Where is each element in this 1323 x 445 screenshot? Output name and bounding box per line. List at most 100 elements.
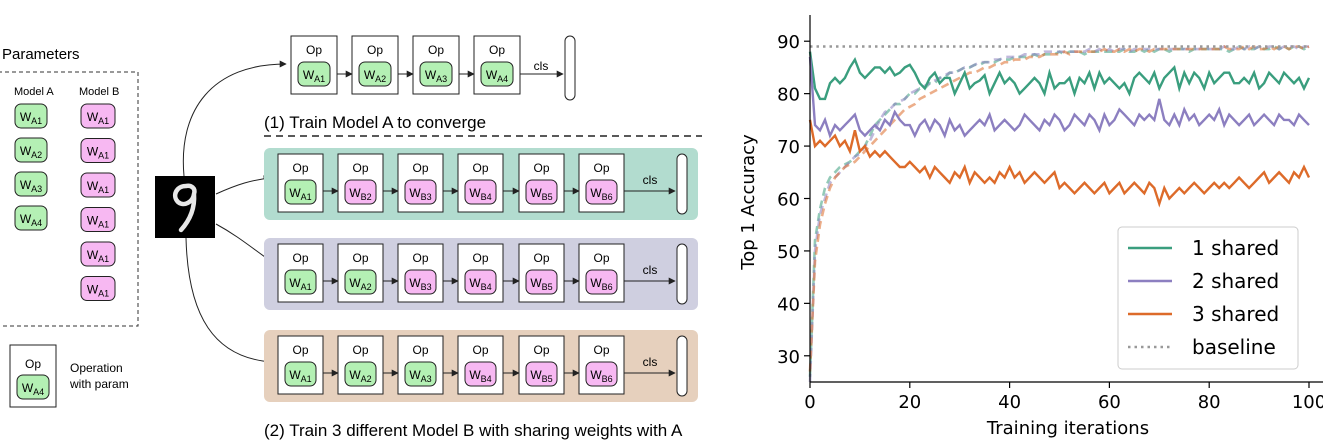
op-label: Op <box>412 161 428 175</box>
op-block: Op WB3 <box>397 243 444 303</box>
op-label: Op <box>593 251 609 265</box>
param-pill-label: WA3 <box>409 368 431 384</box>
op-block: Op WA1 <box>277 243 324 303</box>
op-label: Op <box>352 343 368 357</box>
param-pill <box>464 361 497 387</box>
param-pill-a-label: WA2 <box>20 144 42 160</box>
connector-row-1 <box>215 175 271 195</box>
param-pill-label: WA2 <box>349 368 371 384</box>
step1-caption: (1) Train Model A to converge <box>264 113 486 132</box>
x-axis-label: Training iterations <box>986 418 1149 439</box>
param-pill <box>525 179 558 205</box>
op-block: Op WB4 <box>457 153 504 213</box>
y-tick-label: 50 <box>777 242 800 263</box>
x-tick-label: 40 <box>998 392 1021 413</box>
param-pill <box>358 61 392 87</box>
op-block: Op WA3 <box>412 35 460 95</box>
op-block: Op WB4 <box>457 335 504 395</box>
connector-model-a <box>182 60 287 177</box>
param-pill-b-label: WA1 <box>87 145 109 161</box>
op-label: Op <box>593 343 609 357</box>
param-pill <box>419 61 453 87</box>
op-block: Op WB6 <box>578 335 625 395</box>
parameters-panel: Parameters Model A Model B WA1WA2WA3WA4 … <box>0 46 139 327</box>
step2-caption: (2) Train 3 different Model B with shari… <box>264 421 683 440</box>
op-label: Op <box>412 251 428 265</box>
param-pill-a <box>14 103 48 129</box>
legend-label: 1 shared <box>1192 236 1279 260</box>
param-pill-b <box>80 103 116 129</box>
param-pill <box>464 269 497 295</box>
cls-output <box>676 335 688 397</box>
param-pill <box>284 179 317 205</box>
op-label: Op <box>367 43 383 57</box>
param-pill <box>404 179 437 205</box>
param-pill <box>344 179 377 205</box>
model-a-param-column: WA1 WA2 WA3 WA4 <box>14 103 48 231</box>
legend-op-label: Op <box>25 357 41 371</box>
y-tick-label: 80 <box>777 85 800 106</box>
param-pill-label: WA1 <box>303 68 325 84</box>
param-pill-a-label: WA4 <box>20 212 42 228</box>
param-pill-label: WB5 <box>530 186 552 202</box>
connector-row-3 <box>185 237 273 366</box>
op-label: Op <box>428 43 444 57</box>
op-block: Op WA2 <box>337 243 384 303</box>
param-pill-label: WB5 <box>530 368 552 384</box>
param-pill-a <box>14 171 48 197</box>
op-label: Op <box>352 251 368 265</box>
legend-label: 2 shared <box>1192 269 1279 293</box>
param-pill-label: WA2 <box>364 68 386 84</box>
legend-frame <box>1117 226 1299 370</box>
op-block: Op WA1 <box>290 35 338 95</box>
x-tick-label: 60 <box>1098 392 1121 413</box>
y-tick-label: 40 <box>777 294 800 315</box>
op-label: Op <box>472 343 488 357</box>
op-block: Op WA3 <box>397 335 444 395</box>
cls-output <box>564 35 576 101</box>
series-line-1-shared <box>808 51 1311 101</box>
op-label: Op <box>472 251 488 265</box>
param-pill <box>297 61 331 87</box>
param-pill-b <box>80 207 116 232</box>
param-pill-label: WA1 <box>289 186 311 202</box>
model-b-param-column: WA1 WA1 WA1 WA1 WA1 WA1 <box>80 103 116 301</box>
y-axis-label: Top 1 Accuracy <box>738 134 759 271</box>
legend-text-line2: with param <box>69 377 129 391</box>
param-pill-a-label: WA1 <box>20 110 42 126</box>
param-pill-b-label: WA1 <box>87 248 109 264</box>
op-block: Op WB5 <box>518 153 565 213</box>
param-pill-b <box>80 172 116 198</box>
op-block: Op WA1 <box>277 153 324 213</box>
param-pill <box>585 179 618 205</box>
param-pill-label: WB4 <box>469 186 491 202</box>
cls-output <box>676 243 688 305</box>
model-b-rows: OpWA1OpWB2OpWB3OpWB4OpWB5OpWB6clsOpWA1Op… <box>264 148 698 402</box>
param-pill <box>344 269 377 295</box>
connector-row-2 <box>215 223 273 263</box>
param-pill-b-label: WA1 <box>87 110 109 126</box>
legend-label: 3 shared <box>1192 302 1279 326</box>
chart-legend: 1 shared 2 shared 3 shared baseline <box>1117 226 1299 370</box>
cls-label: cls <box>643 173 658 187</box>
param-pill <box>525 361 558 387</box>
op-block: Op WB5 <box>518 335 565 395</box>
op-label: Op <box>292 251 308 265</box>
param-pill-label: WB4 <box>469 276 491 292</box>
param-pill-label: WB4 <box>469 368 491 384</box>
series-dashed-line <box>808 45 1310 372</box>
y-tick-label: 30 <box>777 347 800 368</box>
op-label: Op <box>306 43 322 57</box>
series-line-3-shared <box>808 119 1311 208</box>
chart-axes: 30 40 50 60 70 80 90 0 20 40 60 80 100 <box>777 15 1323 413</box>
chart-lines <box>808 45 1311 383</box>
param-pill <box>525 269 558 295</box>
param-pill-b <box>80 276 116 301</box>
operation-legend: Op WA4 Operation with param <box>9 344 129 408</box>
param-pill <box>464 179 497 205</box>
param-pill <box>284 361 317 387</box>
param-pill <box>344 361 377 387</box>
legend-param-pill <box>16 374 50 400</box>
x-tick-label: 80 <box>1198 392 1221 413</box>
